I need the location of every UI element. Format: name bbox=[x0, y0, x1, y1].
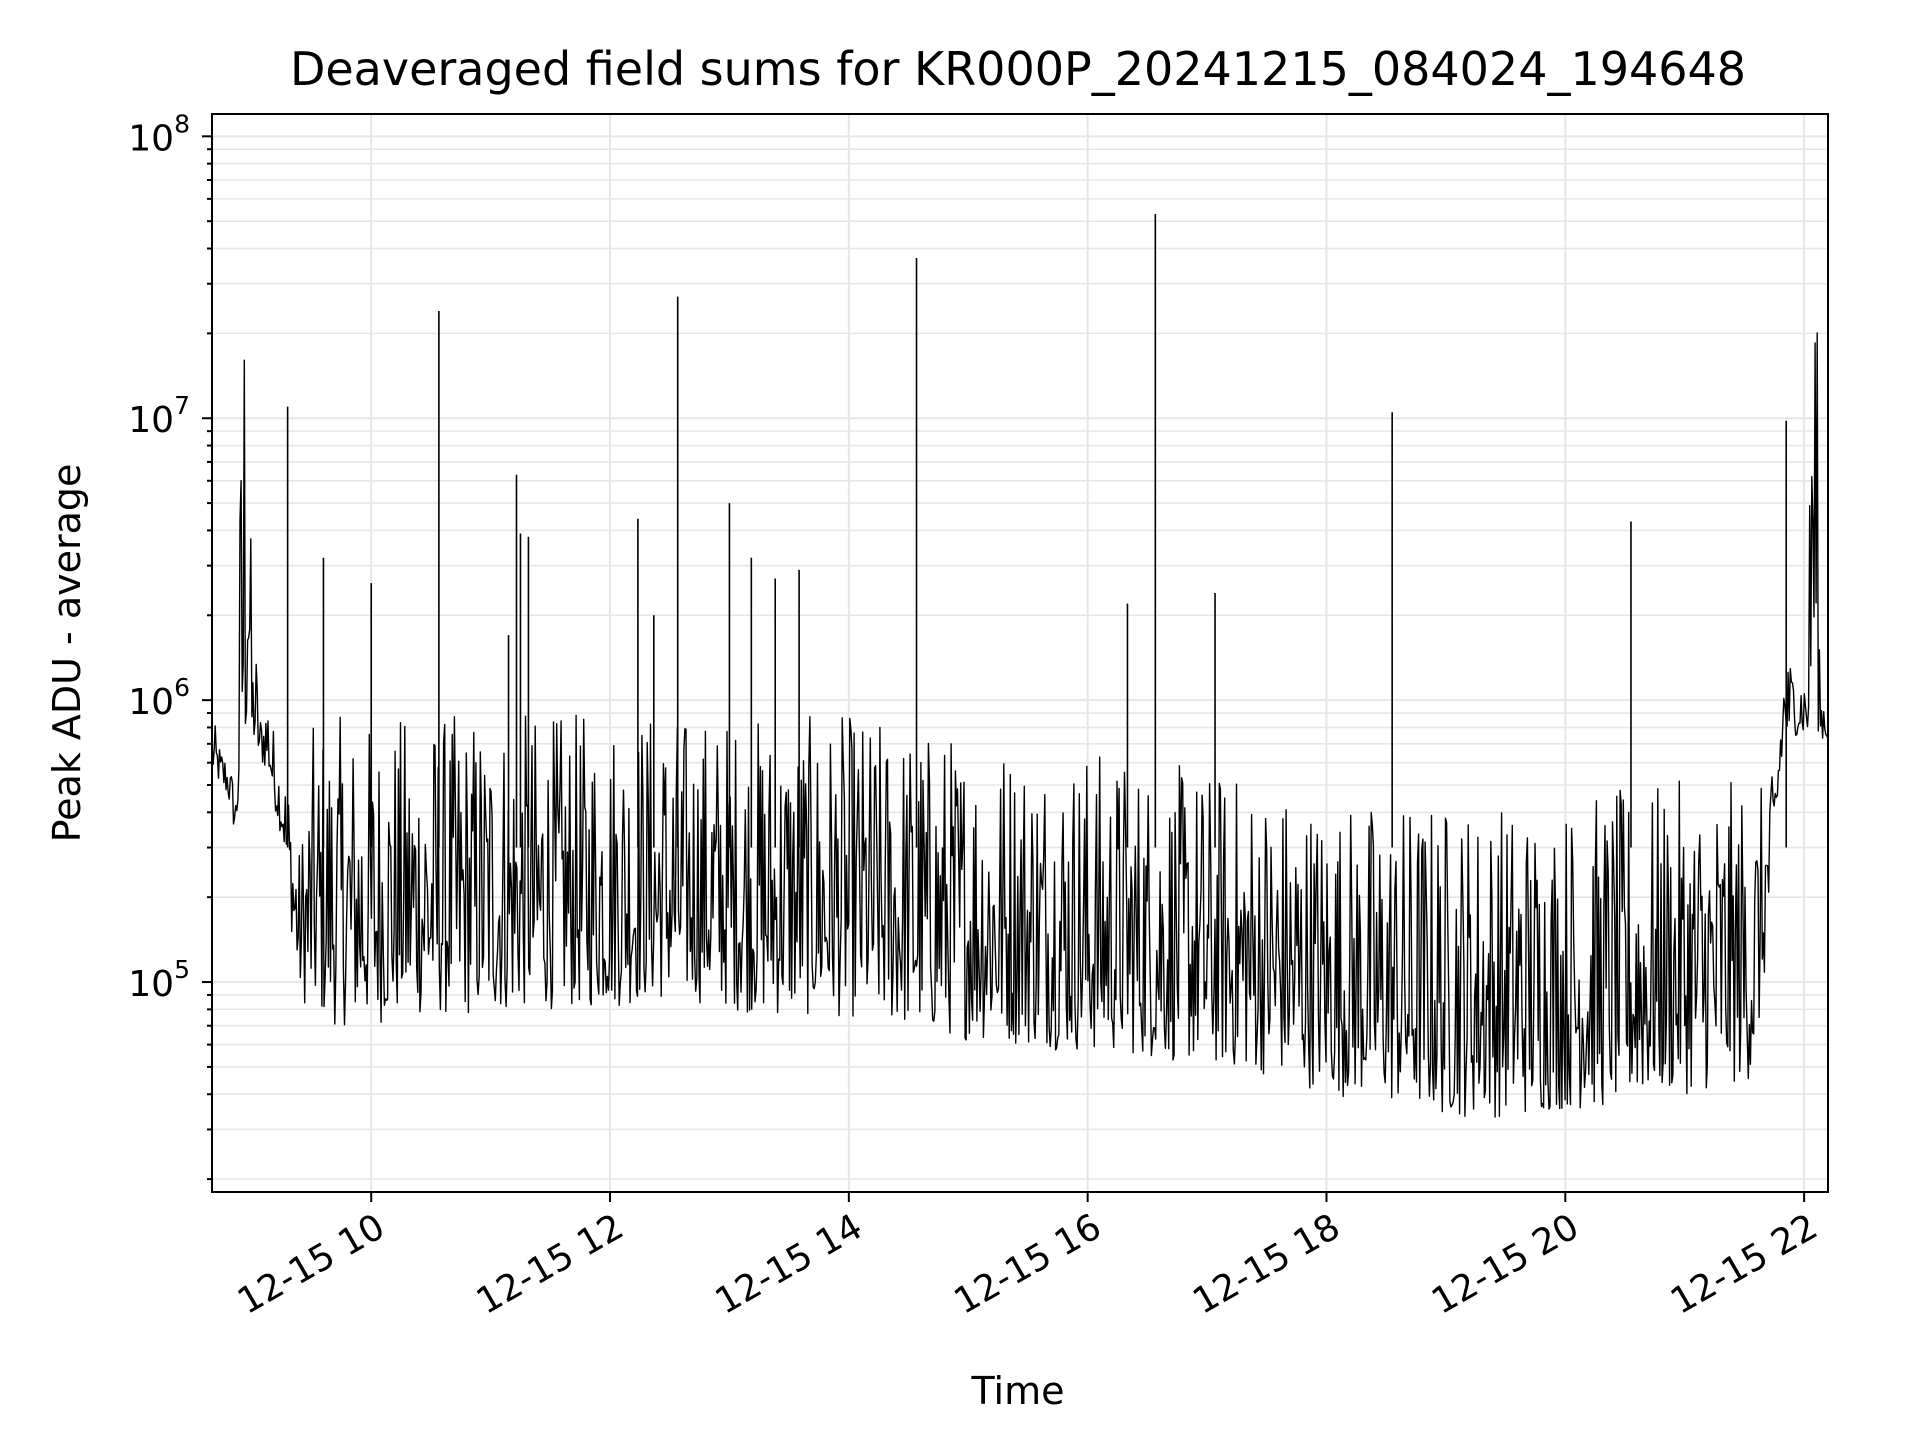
y-tick-label: 106 bbox=[128, 673, 190, 723]
plot-background bbox=[212, 114, 1828, 1192]
y-tick-label: 105 bbox=[128, 955, 190, 1005]
y-tick-label: 107 bbox=[128, 391, 190, 441]
y-axis-label: Peak ADU - average bbox=[45, 464, 89, 843]
y-tick-label: 108 bbox=[128, 109, 190, 159]
x-axis-label: Time bbox=[971, 1369, 1065, 1413]
chart-title: Deaveraged field sums for KR000P_2024121… bbox=[290, 42, 1746, 96]
plot-frame bbox=[211, 113, 1829, 1193]
series-line bbox=[211, 332, 1829, 1118]
series-layer bbox=[211, 214, 1829, 1118]
